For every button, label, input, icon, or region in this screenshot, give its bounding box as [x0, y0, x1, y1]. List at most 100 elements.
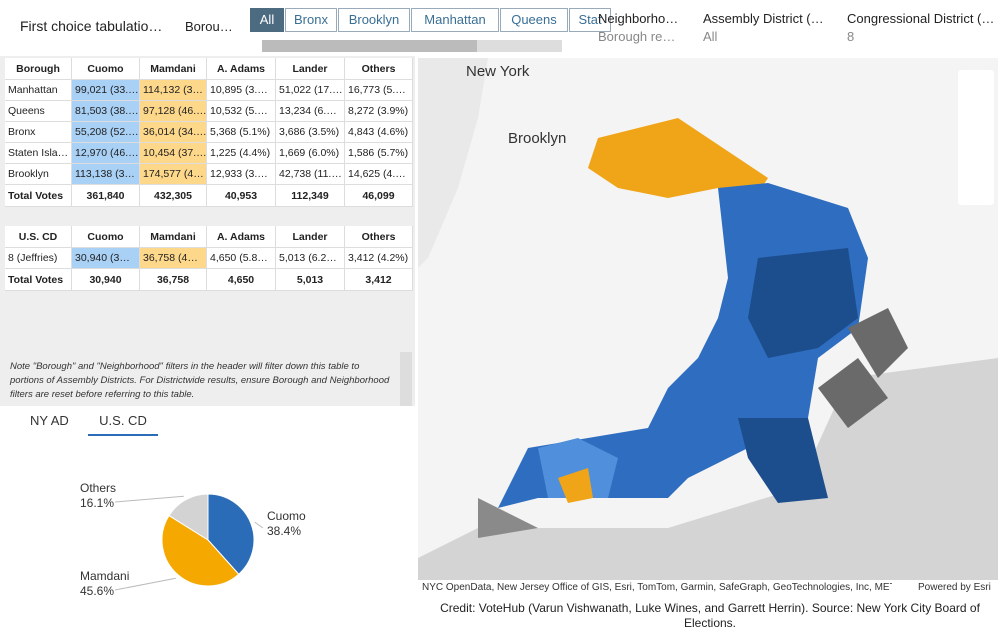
map-label: New York — [466, 63, 530, 80]
note: Note "Borough" and "Neighborhood" filter… — [10, 361, 390, 400]
land — [418, 58, 998, 558]
table-cell: 3,686 (3.5%) — [276, 122, 345, 143]
table-cell: 4,650 (5.8… — [207, 248, 276, 269]
table-cell: 36,758 (4… — [140, 248, 207, 269]
table-cell: Queens — [5, 101, 72, 122]
total-cell: 432,305 — [140, 185, 207, 207]
table-cell: 4,843 (4.6%) — [345, 122, 413, 143]
filter-label[interactable]: Neighborho… — [598, 11, 679, 26]
column-header: Others — [345, 226, 413, 248]
leader-line — [114, 495, 184, 503]
table-cell: 13,234 (6.… — [276, 101, 345, 122]
panel-title: First choice tabulatio… — [20, 18, 163, 34]
table-cell: 97,128 (46.… — [140, 101, 207, 122]
table-cell: 81,503 (38.… — [72, 101, 140, 122]
table-cell: Bronx — [5, 122, 72, 143]
table-cell: Manhattan — [5, 80, 72, 101]
total-cell: 40,953 — [207, 185, 276, 207]
column-header: Cuomo — [72, 226, 140, 248]
filter-value[interactable]: All — [703, 29, 718, 44]
tab[interactable]: All — [250, 8, 284, 32]
table-cell: 1,225 (4.4%) — [207, 143, 276, 164]
total-cell: 4,650 — [207, 269, 276, 291]
islands — [818, 308, 908, 428]
table-cell: 30,940 (3… — [72, 248, 140, 269]
column-header: A. Adams — [207, 226, 276, 248]
attribution: NYC OpenData, New Jersey Office of GIS, … — [422, 582, 892, 593]
tab[interactable]: Queens — [500, 8, 568, 32]
table-cell: 8,272 (3.9%) — [345, 101, 413, 122]
district-sw — [538, 438, 618, 498]
table-cell: 12,970 (46.… — [72, 143, 140, 164]
table-cell: 174,577 (4… — [140, 164, 207, 185]
pie-slice — [168, 493, 209, 541]
table-cell: 55,208 (52.… — [72, 122, 140, 143]
column-header: Others — [345, 58, 413, 80]
column-header: Lander — [276, 58, 345, 80]
table-cell: 16,773 (5.… — [345, 80, 413, 101]
pie-value-label: 45.6% — [80, 584, 114, 598]
column-header: Lander — [276, 226, 345, 248]
note-scrollbar[interactable] — [400, 352, 412, 406]
table-cell: 113,138 (3… — [72, 164, 140, 185]
column-header: Mamdani — [140, 226, 207, 248]
table-cell: 42,738 (11.… — [276, 164, 345, 185]
table-cell: 1,586 (5.7%) — [345, 143, 413, 164]
tab[interactable]: Manhattan — [411, 8, 499, 32]
pie-value-label: 16.1% — [80, 496, 114, 510]
pie-slice — [207, 493, 255, 575]
map-label: Brooklyn — [508, 130, 566, 147]
filter-label[interactable]: Assembly District (… — [703, 11, 824, 26]
total-cell: Total Votes — [5, 185, 72, 207]
pie-slice — [161, 514, 240, 587]
total-cell: 112,349 — [276, 185, 345, 207]
pie-value-label: 38.4% — [267, 524, 301, 538]
scrollbar[interactable] — [262, 40, 562, 52]
pie-label: Others — [80, 481, 116, 495]
district-south — [738, 418, 828, 503]
column-header: Cuomo — [72, 58, 140, 80]
borough-label: Borou… — [185, 19, 233, 34]
filter-value[interactable]: Borough re… — [598, 29, 676, 44]
total-cell: 30,940 — [72, 269, 140, 291]
total-cell: 36,758 — [140, 269, 207, 291]
tab[interactable]: NY AD — [30, 413, 69, 428]
table-cell: 51,022 (17.… — [276, 80, 345, 101]
pie-label: Mamdani — [80, 569, 129, 583]
district-queens — [588, 118, 768, 198]
table-cell: Brooklyn — [5, 164, 72, 185]
tab[interactable]: Stat — [569, 8, 611, 32]
table-cell: 10,454 (37.… — [140, 143, 207, 164]
table-cell: 114,132 (3… — [140, 80, 207, 101]
table-cell: 99,021 (33.… — [72, 80, 140, 101]
column-header: Borough — [5, 58, 72, 80]
table-cell: 5,368 (5.1%) — [207, 122, 276, 143]
table-cell: 36,014 (34.… — [140, 122, 207, 143]
table-cell: 3,412 (4.2%) — [345, 248, 413, 269]
table-cell: 10,532 (5.… — [207, 101, 276, 122]
tab[interactable]: U.S. CD — [88, 413, 158, 436]
tab[interactable]: Bronx — [285, 8, 337, 32]
total-cell: 46,099 — [345, 185, 413, 207]
total-cell: 361,840 — [72, 185, 140, 207]
column-header: A. Adams — [207, 58, 276, 80]
total-cell: 3,412 — [345, 269, 413, 291]
filter-label[interactable]: Congressional District (… — [847, 11, 995, 26]
column-header: Mamdani — [140, 58, 207, 80]
district-orange — [558, 468, 593, 503]
powered-by: Powered by Esri — [918, 582, 991, 593]
total-cell: 5,013 — [276, 269, 345, 291]
table-cell: 12,933 (3.… — [207, 164, 276, 185]
map-toolbar[interactable] — [958, 70, 994, 205]
leader-line — [114, 577, 176, 591]
leader-line — [254, 521, 264, 529]
filter-value[interactable]: 8 — [847, 29, 855, 44]
map[interactable]: New York Brooklyn — [418, 58, 998, 580]
table-cell: 10,895 (3.… — [207, 80, 276, 101]
table-cell: 8 (Jeffries) — [5, 248, 72, 269]
total-cell: Total Votes — [5, 269, 72, 291]
pie-label: Cuomo — [267, 509, 306, 523]
tab[interactable]: Brooklyn — [338, 8, 410, 32]
coney-island — [478, 498, 538, 538]
